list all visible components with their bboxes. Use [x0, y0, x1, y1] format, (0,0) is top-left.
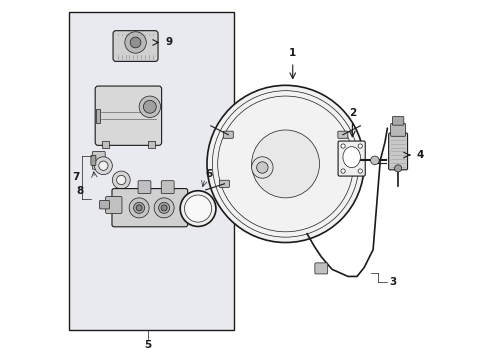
Circle shape: [99, 161, 108, 170]
Text: 4: 4: [415, 150, 423, 160]
Circle shape: [124, 32, 146, 53]
Bar: [148, 141, 155, 148]
FancyBboxPatch shape: [95, 86, 162, 145]
Circle shape: [143, 100, 156, 113]
Text: 2: 2: [348, 108, 355, 118]
FancyBboxPatch shape: [112, 189, 187, 227]
Circle shape: [158, 202, 169, 213]
FancyBboxPatch shape: [161, 181, 174, 194]
Circle shape: [394, 165, 401, 172]
Circle shape: [161, 205, 167, 211]
Circle shape: [133, 202, 144, 213]
Circle shape: [251, 130, 319, 198]
FancyBboxPatch shape: [337, 131, 347, 138]
Text: 3: 3: [388, 277, 396, 287]
Circle shape: [256, 162, 267, 173]
Circle shape: [112, 171, 130, 189]
Circle shape: [206, 85, 364, 243]
FancyBboxPatch shape: [105, 197, 122, 213]
Text: 8: 8: [77, 186, 83, 196]
Circle shape: [180, 191, 216, 226]
FancyBboxPatch shape: [138, 181, 151, 194]
Text: 5: 5: [144, 340, 151, 350]
FancyBboxPatch shape: [92, 152, 105, 169]
Circle shape: [251, 157, 272, 178]
FancyBboxPatch shape: [390, 123, 405, 136]
FancyBboxPatch shape: [113, 31, 158, 62]
FancyBboxPatch shape: [223, 131, 233, 138]
FancyBboxPatch shape: [337, 141, 365, 176]
Bar: [102, 141, 108, 148]
Circle shape: [154, 198, 174, 218]
Circle shape: [94, 157, 112, 175]
Circle shape: [130, 37, 141, 48]
Circle shape: [357, 169, 362, 173]
Circle shape: [136, 205, 142, 211]
Text: 6: 6: [205, 168, 212, 179]
Circle shape: [370, 156, 378, 165]
Circle shape: [184, 195, 211, 222]
FancyBboxPatch shape: [91, 156, 96, 165]
Text: 7: 7: [72, 172, 80, 182]
Circle shape: [129, 198, 149, 218]
Bar: [96, 109, 100, 123]
Circle shape: [340, 144, 345, 148]
FancyBboxPatch shape: [314, 263, 327, 274]
Circle shape: [139, 96, 160, 117]
Ellipse shape: [342, 147, 360, 168]
Bar: [69, 12, 233, 330]
Text: 9: 9: [165, 37, 173, 48]
FancyBboxPatch shape: [99, 201, 109, 209]
FancyBboxPatch shape: [391, 117, 403, 125]
Circle shape: [340, 169, 345, 173]
Circle shape: [357, 144, 362, 148]
FancyBboxPatch shape: [388, 133, 407, 170]
FancyBboxPatch shape: [219, 180, 229, 187]
Text: 1: 1: [288, 48, 296, 58]
Circle shape: [116, 175, 125, 185]
